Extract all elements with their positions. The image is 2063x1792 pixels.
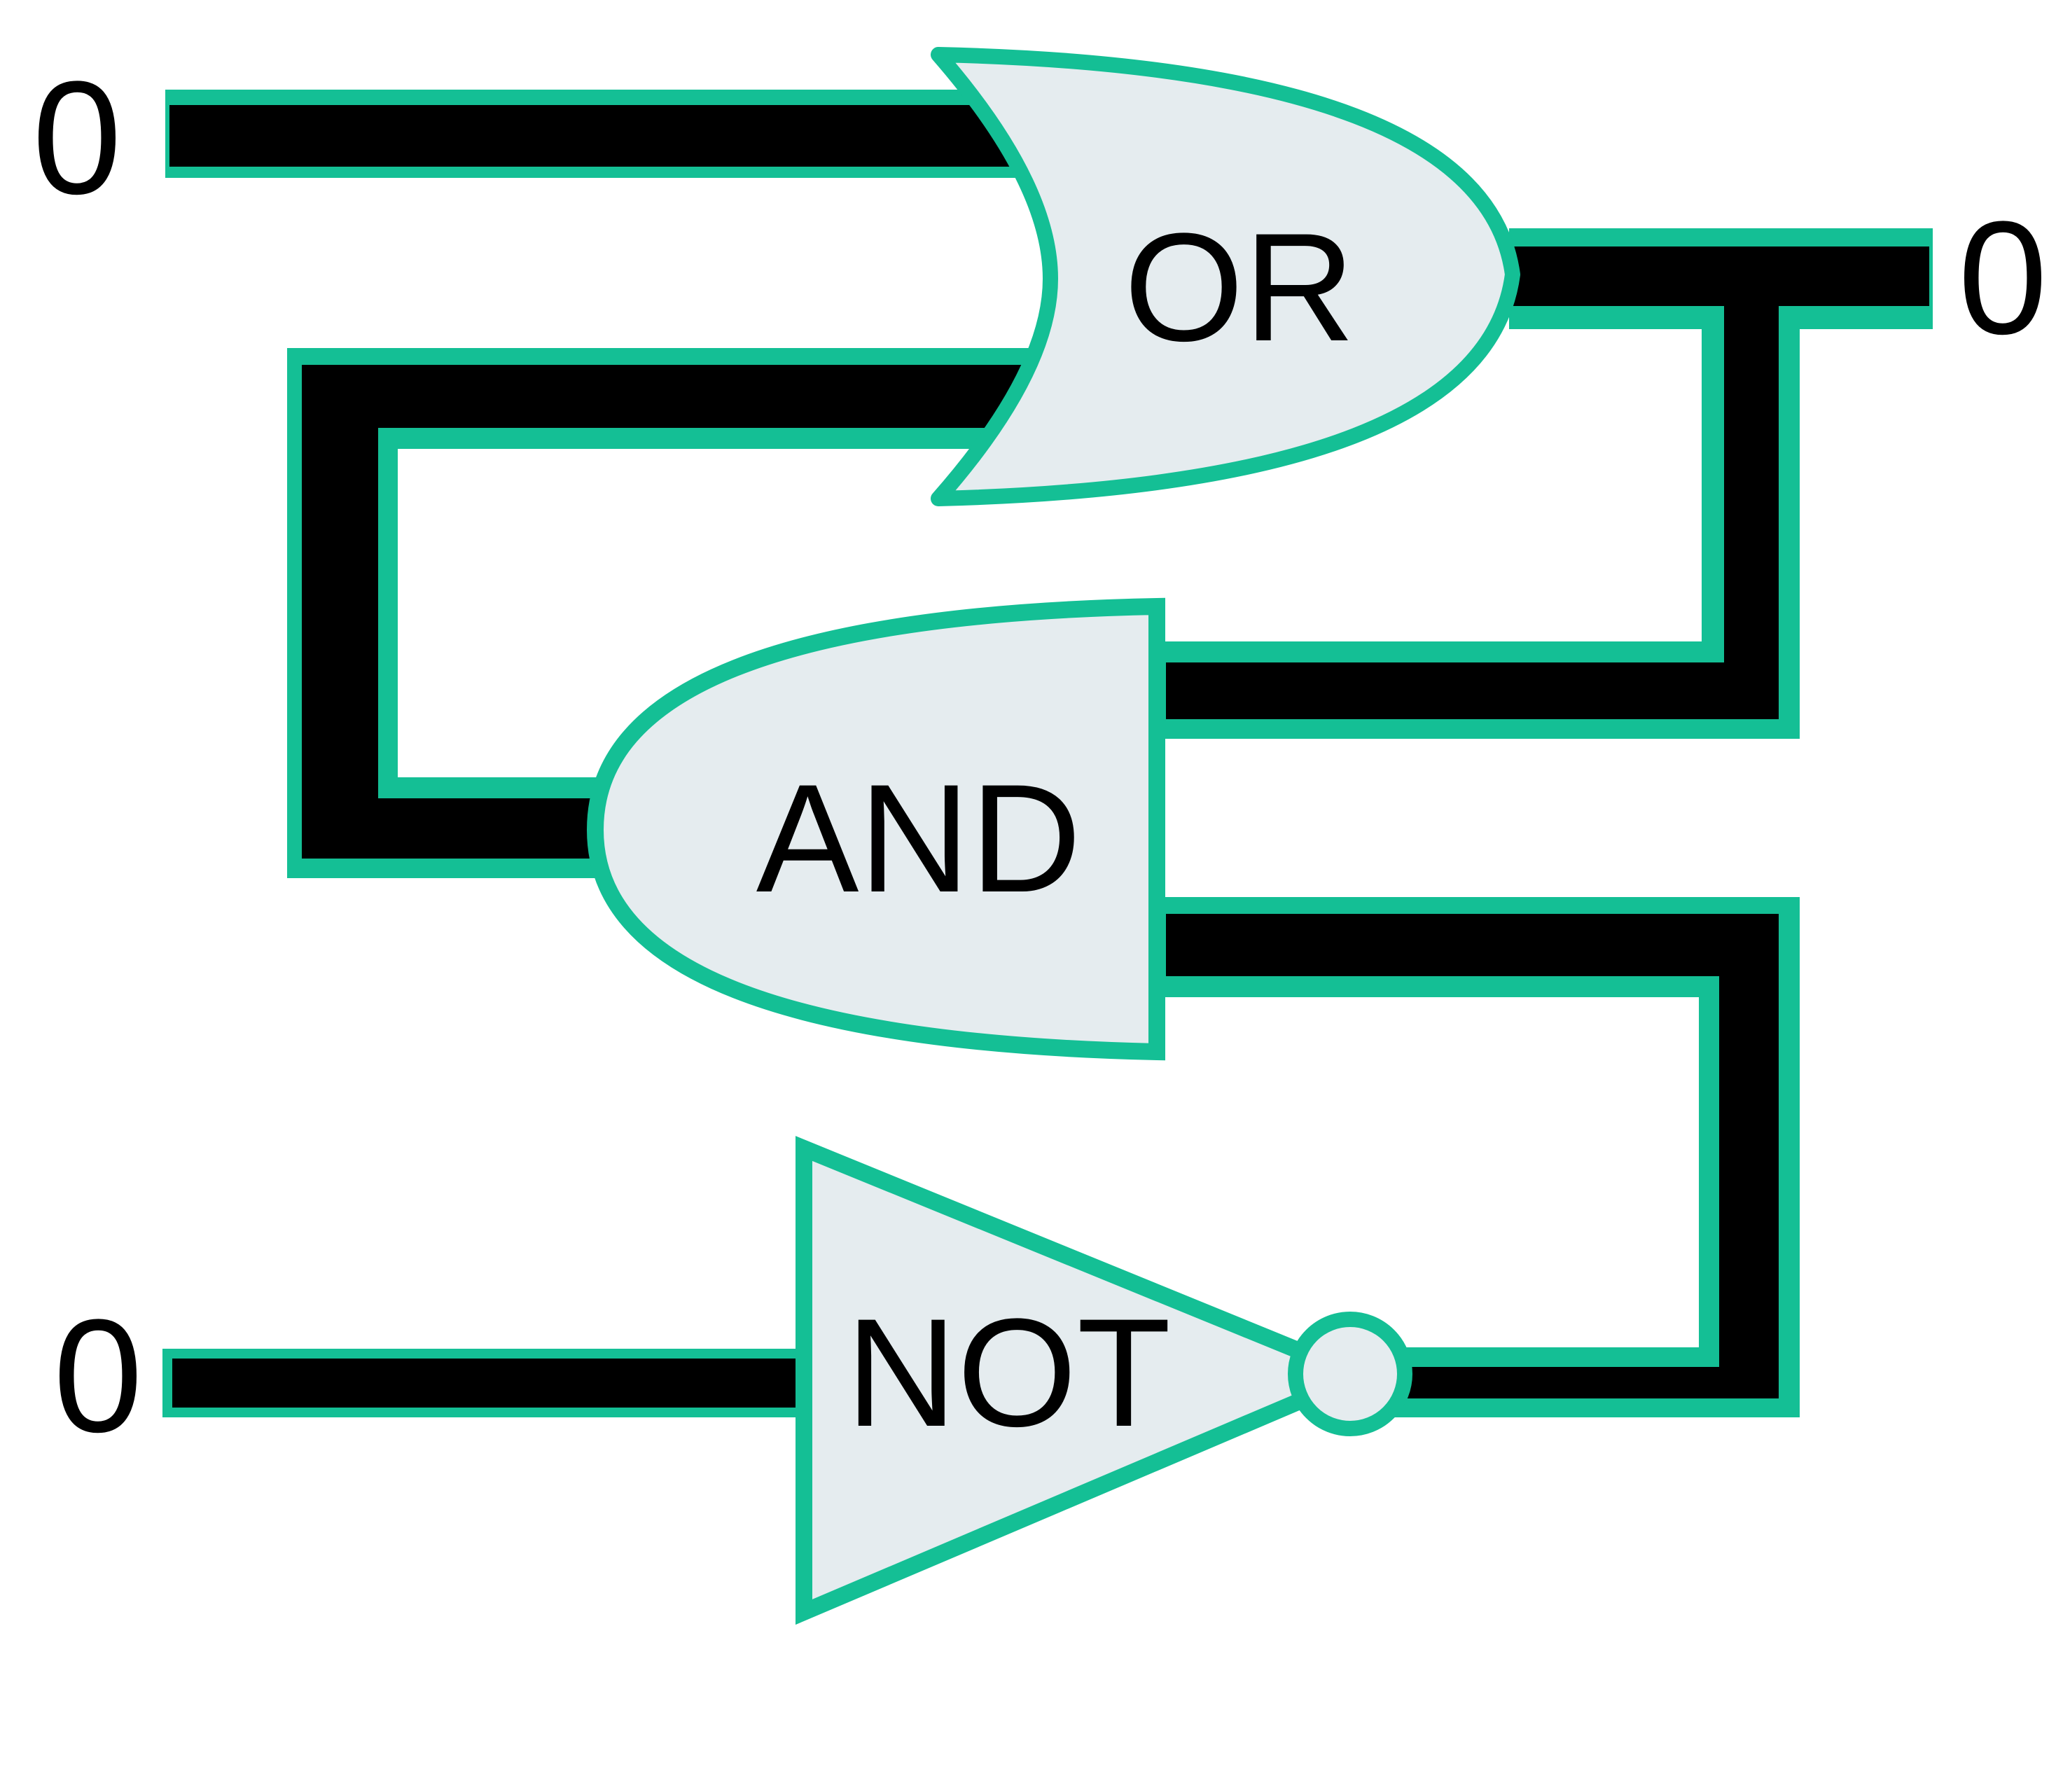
or-gate: [931, 47, 1520, 506]
input-bottom-value: 0: [53, 1286, 143, 1466]
wire-not-to-and: [1158, 897, 1800, 1417]
and-gate-label: AND: [756, 752, 1082, 924]
not-gate-label: NOT: [846, 1286, 1171, 1459]
wire-input-bottom-to-not: [162, 1349, 804, 1417]
wire-input-top-to-or: [165, 90, 1071, 178]
input-top-value: 0: [32, 48, 122, 228]
wire-and-to-or-feedback: [287, 348, 1043, 878]
and-gate: [586, 597, 1165, 1061]
or-gate-label: OR: [1124, 201, 1355, 373]
wire-or-output: [1158, 228, 1933, 739]
output-value: 0: [1958, 188, 2048, 368]
not-gate-inversion-bubble: [1288, 1312, 1412, 1436]
